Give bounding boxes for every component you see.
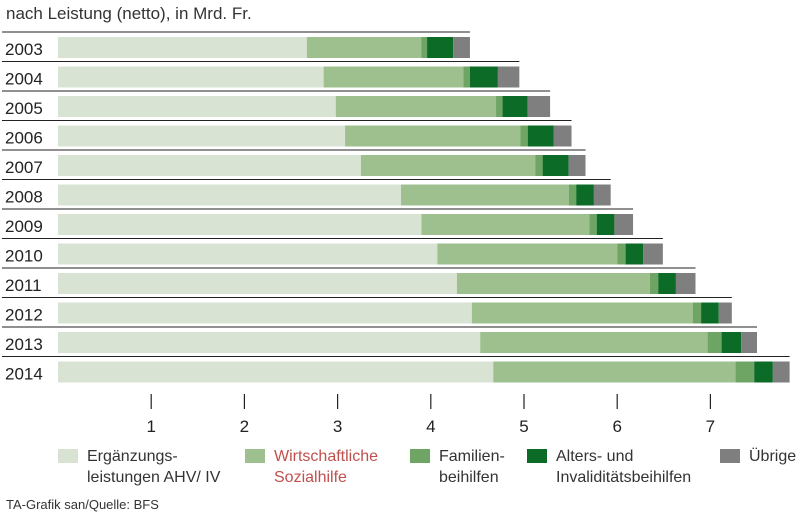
bar-segment — [58, 214, 422, 235]
year-label: 2007 — [5, 158, 43, 177]
bar-segment — [335, 96, 497, 117]
x-tick-label: 2 — [240, 417, 249, 436]
bar-segment — [469, 66, 498, 88]
bar-segment — [463, 66, 470, 88]
bar-segment — [345, 125, 521, 147]
bar-segment — [735, 361, 755, 383]
bar-segment — [58, 332, 481, 353]
bar-segment — [553, 125, 572, 147]
legend-label: Wirtschaftliche Sozialhilfe — [274, 448, 379, 486]
bar-segment — [480, 332, 708, 353]
year-label: 2011 — [5, 276, 42, 295]
bar-segment — [576, 184, 594, 206]
legend-label: Familien-beihilfen — [439, 448, 505, 486]
bar-segment — [58, 155, 361, 176]
year-label: 2006 — [5, 129, 43, 148]
legend-swatch — [245, 449, 265, 463]
legend-item: Übrige — [720, 446, 796, 467]
bar-segment — [527, 125, 554, 147]
bar-segment — [58, 243, 438, 265]
bar-segment — [535, 155, 543, 176]
bar-segment — [721, 332, 742, 353]
bar-segment — [497, 66, 520, 88]
legend-label: Alters- und Invaliditätsbeihilfen — [556, 448, 692, 486]
bar-segment — [707, 332, 722, 353]
bar-segment — [568, 155, 586, 176]
bar-segment — [675, 273, 696, 294]
bar-segment — [754, 361, 773, 383]
x-tick-label: 7 — [706, 417, 715, 436]
legend-swatch — [58, 449, 78, 463]
bar-segment — [568, 184, 577, 206]
bar-segment — [421, 37, 428, 58]
bar-segment — [593, 184, 611, 206]
bar-segment — [58, 361, 494, 383]
bar-segment — [542, 155, 569, 176]
bar-segment — [456, 273, 650, 294]
bar-segment — [58, 302, 472, 324]
bar-segment — [643, 243, 663, 265]
legend-item: Alters- und Invaliditätsbeihilfen — [527, 446, 691, 488]
bar-segment — [718, 302, 732, 324]
bar-segment — [58, 273, 457, 294]
bar-segment — [692, 302, 702, 324]
bar-segment — [617, 243, 626, 265]
chart-subtitle: nach Leistung (netto), in Mrd. Fr. — [6, 4, 252, 23]
bar-segment — [421, 214, 590, 235]
year-label: 2003 — [5, 40, 43, 59]
bar-segment — [323, 66, 464, 88]
bar-segment — [649, 273, 659, 294]
bar-segment — [772, 361, 790, 383]
year-label: 2014 — [5, 365, 43, 384]
bar-segment — [400, 184, 569, 206]
bar-segment — [596, 214, 615, 235]
bar-segment — [493, 361, 736, 383]
bar-segment — [58, 66, 324, 88]
x-tick-label: 6 — [612, 417, 621, 436]
stacked-bar-chart: 2003 2004 2005 2006 2007 2008 2009 2010 2011 2012… — [2, 31, 790, 436]
year-label: 2004 — [5, 70, 43, 89]
bar-segment — [496, 96, 503, 117]
x-tick-label: 3 — [333, 417, 342, 436]
bar-segment — [360, 155, 536, 176]
chart-source: TA-Grafik san/Quelle: BFS — [6, 497, 159, 512]
year-label: 2012 — [5, 306, 43, 325]
year-label: 2009 — [5, 217, 43, 236]
x-tick-label: 4 — [426, 417, 435, 436]
legend-label: Ergänzungs-leistungen AHV/ IV — [87, 448, 221, 486]
year-label: 2008 — [5, 188, 43, 207]
chart-legend: Ergänzungs-leistungen AHV/ IV Wirtschaftl… — [0, 446, 800, 496]
legend-swatch — [410, 449, 430, 463]
year-label: 2010 — [5, 247, 43, 266]
legend-swatch — [720, 449, 740, 463]
bar-segment — [427, 37, 454, 58]
year-label: 2005 — [5, 99, 43, 118]
legend-item: Wirtschaftliche Sozialhilfe — [245, 446, 378, 488]
bar-segment — [453, 37, 470, 58]
x-tick-label: 1 — [146, 417, 155, 436]
bar-segment — [701, 302, 719, 324]
bar-segment — [437, 243, 618, 265]
bar-segment — [527, 96, 551, 117]
bar-segment — [58, 125, 346, 147]
bar-segment — [471, 302, 693, 324]
bar-segment — [58, 37, 307, 58]
x-tick-label: 5 — [519, 417, 528, 436]
bar-segment — [306, 37, 422, 58]
bar-segment — [58, 184, 401, 206]
bar-segment — [614, 214, 634, 235]
legend-label: Übrige — [749, 448, 797, 465]
bar-segment — [502, 96, 528, 117]
bar-segment — [741, 332, 757, 353]
legend-item: Familien-beihilfen — [410, 446, 505, 488]
bar-segment — [625, 243, 644, 265]
bar-segment — [58, 96, 336, 117]
bar-segment — [589, 214, 597, 235]
bar-segment — [658, 273, 676, 294]
bar-segment — [520, 125, 528, 147]
year-label: 2013 — [5, 335, 43, 354]
legend-swatch — [527, 449, 547, 463]
legend-item: Ergänzungs-leistungen AHV/ IV — [58, 446, 220, 488]
